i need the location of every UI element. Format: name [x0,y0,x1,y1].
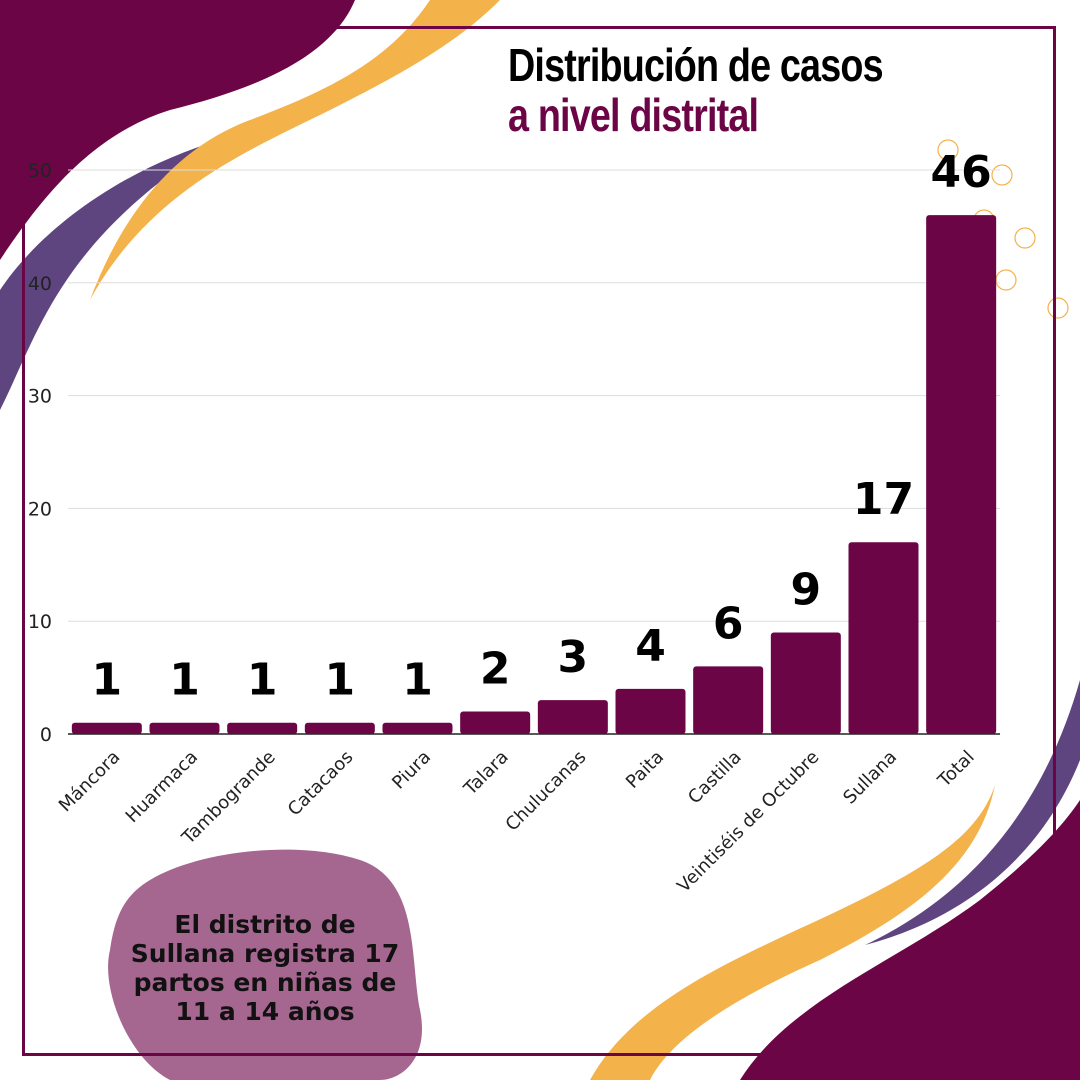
data-label: 1 [325,655,356,706]
bar [770,632,841,734]
bar [460,711,531,734]
bar [848,542,919,734]
data-label: 1 [92,655,123,706]
x-tick-label: Veintiséis de Octubre [673,747,823,897]
note-text: El distrito de Sullana registra 17 parto… [130,910,400,1026]
bar [926,215,997,734]
x-tick-label: Talara [459,747,512,800]
data-label: 6 [713,598,744,649]
data-label: 1 [247,655,278,706]
x-tick-label: Sullana [839,747,901,809]
x-tick-label: Catacaos [284,747,358,821]
y-tick-label: 20 [28,498,52,520]
x-tick-label: Chulucanas [502,747,591,836]
data-label: 46 [931,147,992,198]
bar [537,700,608,734]
y-tick-label: 30 [28,386,52,408]
bar [227,722,298,734]
x-tick-label: Total [933,747,978,792]
bar [693,666,764,734]
chart-title: Distribución de casos a nivel distrital [508,39,884,141]
y-tick-label: 0 [40,724,52,746]
data-label: 1 [169,655,200,706]
data-label: 17 [853,474,914,525]
bar [615,688,686,734]
data-label: 4 [635,621,666,672]
y-tick-label: 10 [28,611,52,633]
data-label: 3 [558,632,589,683]
data-label: 2 [480,643,511,694]
x-tick-label: Huarmaca [122,747,202,827]
bar [304,722,375,734]
x-tick-label: Castilla [684,747,746,809]
x-tick-label: Piura [388,747,435,794]
data-label: 1 [402,655,433,706]
x-tick-label: Paita [622,747,668,793]
title-line-2: a nivel distrital [508,89,759,141]
content-frame [22,26,1056,1056]
bar [149,722,220,734]
title-line-1: Distribución de casos [508,39,884,91]
data-label: 9 [791,564,822,615]
x-tick-label: Máncora [55,747,125,817]
bar [382,722,453,734]
y-tick-label: 50 [28,160,52,182]
y-tick-label: 40 [28,273,52,295]
bar [71,722,142,734]
